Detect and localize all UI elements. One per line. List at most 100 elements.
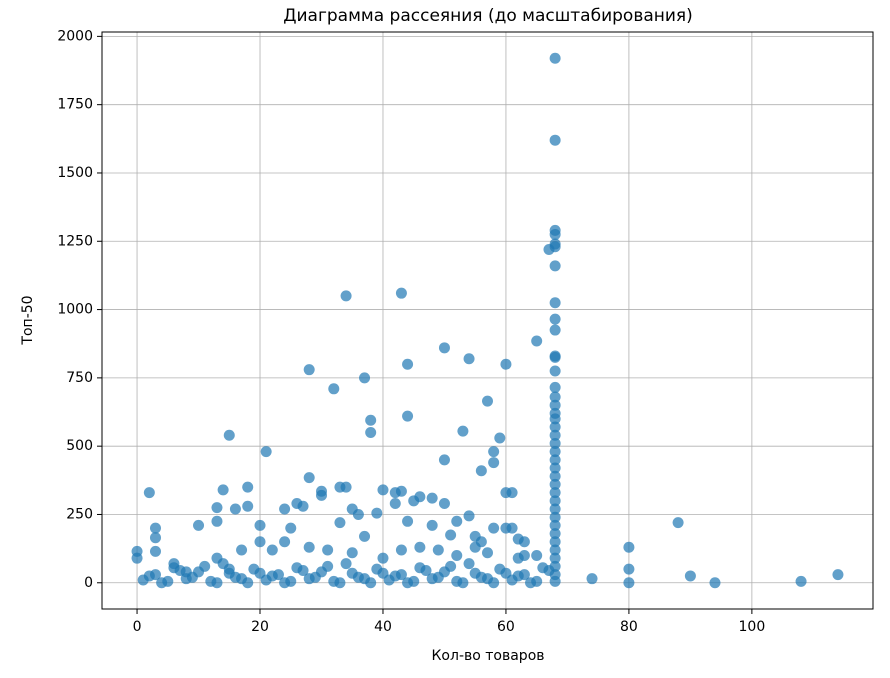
point [389,570,401,582]
point [549,528,561,540]
point [500,567,512,579]
point [549,413,561,425]
point [549,391,561,403]
point [549,260,561,272]
point [328,575,340,587]
point [623,563,635,575]
point [518,536,530,548]
point [377,552,389,564]
point [426,519,438,531]
point [340,481,352,493]
point [549,487,561,499]
point [414,491,426,503]
point [236,544,248,556]
y-tick-label: 1000 [57,302,93,318]
point [549,313,561,325]
point [395,287,407,299]
point [482,395,493,407]
point [549,462,561,474]
y-tick-label: 0 [84,575,93,591]
point [438,454,450,466]
point [549,429,561,441]
point [285,522,297,534]
point [242,577,254,589]
y-tick-label: 1500 [57,165,93,181]
point [371,507,383,519]
point [279,536,291,548]
point [340,290,352,302]
x-tick-label: 0 [133,619,142,635]
point [494,432,506,444]
plot-frame [101,31,874,610]
x-tick-label: 60 [497,619,515,635]
point [205,575,217,587]
point [451,549,463,561]
point [156,577,168,589]
point [451,515,463,527]
point [315,489,327,501]
point [402,358,414,370]
point [795,575,807,587]
x-tick-label: 20 [251,619,269,635]
point [359,530,371,542]
point [475,465,487,477]
point [389,498,401,510]
point [322,544,334,556]
point [549,544,561,556]
point [254,519,266,531]
point [832,569,844,581]
point [549,495,561,507]
point [438,498,450,510]
point [586,573,598,585]
point [131,552,143,564]
point [279,503,291,515]
point [193,566,205,578]
point [549,446,561,458]
x-tick-label: 80 [620,619,638,635]
point [549,575,561,587]
point [377,567,389,579]
point [149,545,161,557]
point [623,541,635,553]
point [352,508,364,520]
point [549,228,561,240]
x-axis-label: Кол-во товаров [431,648,544,664]
point [359,372,371,384]
point [254,567,266,579]
y-axis-label: Топ-50 [20,295,36,345]
point [445,529,457,541]
point [395,544,407,556]
point [488,522,500,534]
chart-title: Диаграмма рассеяния (до масштабирования) [283,6,693,26]
point [377,484,389,496]
point [193,519,205,531]
point [463,510,475,522]
point [451,575,463,587]
point [623,577,635,589]
point [549,552,561,564]
y-tick-label: 250 [66,506,93,522]
point [709,577,721,589]
point [395,485,407,497]
point [549,519,561,531]
point [328,383,340,395]
point [217,484,229,496]
point [549,437,561,449]
point [549,365,561,377]
point [488,446,500,458]
point [549,381,561,393]
point [260,446,272,458]
point [549,297,561,309]
point [340,558,352,570]
point [463,558,475,570]
point [402,410,414,422]
point [211,515,223,527]
y-tick-label: 1750 [57,97,93,113]
y-tick-label: 750 [66,370,93,386]
point [549,536,561,548]
point [549,503,561,515]
point [229,503,241,515]
point [149,522,161,534]
point [469,541,481,553]
point [242,481,254,493]
